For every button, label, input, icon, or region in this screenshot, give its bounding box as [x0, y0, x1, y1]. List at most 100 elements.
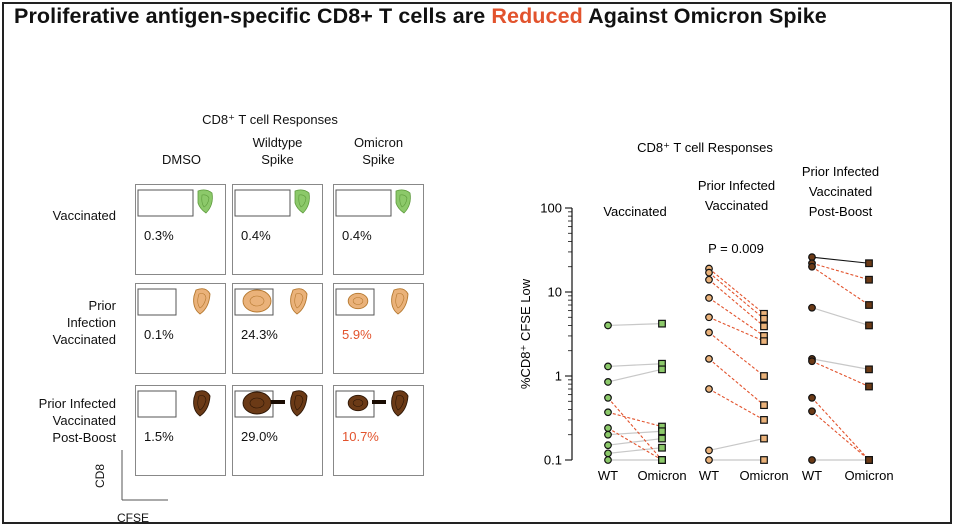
flow-panel: 10.7%: [333, 385, 424, 476]
cfse-low-gate: [335, 288, 375, 316]
pair-connector-line: [607, 430, 663, 436]
y-tick-label: 100: [540, 201, 562, 216]
pair-connector-line: [607, 323, 663, 327]
pair-connector-line: [708, 332, 765, 377]
cell-population-contour: [298, 194, 307, 208]
wt-point: [808, 456, 816, 464]
flow-percent-label: 10.7%: [342, 429, 379, 444]
wt-point: [705, 456, 713, 464]
pair-connector-line: [607, 363, 663, 368]
y-axis-label: %CD8⁺ CFSE Low: [518, 278, 533, 389]
omicron-point: [865, 321, 873, 330]
omicron-point: [760, 416, 768, 424]
pair-connector-line: [607, 397, 663, 461]
pair-connector-line: [607, 437, 663, 446]
p-value-annotation: P = 0.009: [708, 241, 764, 256]
chart-title: CD8⁺ T cell Responses: [637, 140, 773, 155]
wt-point: [604, 321, 612, 330]
flow-panel: 0.1%: [135, 283, 226, 374]
flow-panel: 29.0%: [232, 385, 323, 476]
proliferated-population-blob: [347, 394, 369, 412]
wt-point: [705, 275, 713, 284]
col-header-line: Omicron: [353, 135, 404, 150]
title-highlight: Reduced: [491, 4, 583, 28]
wt-point: [705, 328, 713, 337]
group-header: Vaccinated: [705, 198, 768, 213]
flow-panel-plot: [335, 390, 409, 418]
pair-connector-line: [811, 266, 870, 306]
y-tick-label: 10: [548, 285, 562, 300]
cell-population-contour: [395, 293, 405, 309]
cell-population-contour: [294, 293, 304, 309]
pair-connector-line: [811, 307, 870, 326]
pair-connector-line: [708, 297, 765, 337]
cell-population-blob: [193, 288, 211, 315]
row-label-line: Post-Boost: [52, 430, 116, 445]
pair-connector-line: [708, 268, 765, 315]
pair-connector-line: [708, 358, 765, 406]
x-tick-label: WT: [598, 468, 618, 483]
y-tick-label: 0.1: [544, 453, 562, 468]
flow-panel: 0.3%: [135, 184, 226, 275]
cell-population-contour: [197, 395, 207, 411]
flow-percent-label: 0.4%: [342, 228, 372, 243]
omicron-point: [760, 372, 768, 380]
cell-population-contour: [294, 395, 304, 411]
group-header: Prior Infected: [698, 178, 775, 193]
pair-connector-line: [607, 411, 663, 428]
wt-point: [604, 449, 612, 458]
wt-point: [604, 441, 612, 450]
wt-point: [604, 393, 612, 402]
population-bridge: [372, 400, 386, 404]
row-label-prior-infection: Prior Infection Vaccinated: [20, 297, 116, 348]
omicron-point: [865, 301, 873, 309]
pair-connector-line: [811, 360, 870, 387]
group-header: Prior Infected: [802, 164, 879, 179]
row-label-line: Infection: [66, 315, 116, 330]
cell-population-contour: [395, 395, 405, 411]
y-tick-label: 1: [555, 369, 562, 384]
flow-col-header-dmso: DMSO: [136, 151, 227, 168]
flow-panel: 5.9%: [333, 283, 424, 374]
x-tick-label: Omicron: [637, 468, 686, 483]
proliferated-population-contour: [352, 399, 364, 407]
flow-col-header-omicron: Omicron Spike: [333, 134, 424, 168]
flow-panel-plot: [137, 390, 211, 418]
cell-population-contour: [399, 194, 408, 208]
row-label-line: Vaccinated: [52, 413, 116, 428]
cell-population-blob: [290, 390, 308, 417]
omicron-point: [760, 401, 768, 410]
flow-panel: 0.4%: [232, 184, 323, 275]
flow-percent-label: 0.1%: [144, 327, 174, 342]
cell-population-blob: [294, 189, 310, 214]
flow-axis-x-label: CFSE: [117, 511, 150, 525]
pair-connector-line: [811, 262, 870, 281]
proliferated-population-contour: [352, 297, 364, 305]
pair-connector-line: [811, 256, 870, 264]
flow-panel-plot: [335, 189, 411, 217]
flow-percent-label: 29.0%: [241, 429, 278, 444]
wt-point: [604, 362, 612, 371]
omicron-point: [760, 456, 768, 464]
proliferated-population-blob: [347, 292, 369, 310]
row-label-post-boost: Prior Infected Vaccinated Post-Boost: [20, 395, 116, 446]
row-label-line: Prior: [88, 298, 116, 313]
pair-connector-line: [708, 279, 765, 327]
x-tick-label: Omicron: [739, 468, 788, 483]
flow-percent-label: 5.9%: [342, 327, 372, 342]
wt-point: [808, 357, 816, 366]
flow-axis-indicator: [121, 450, 168, 501]
wt-point: [705, 385, 713, 393]
title-part-2: Against Omicron Spike: [582, 4, 827, 28]
x-tick-label: Omicron: [844, 468, 893, 483]
pair-connector-line: [811, 358, 870, 370]
omicron-point: [658, 365, 666, 374]
x-tick-label: WT: [699, 468, 719, 483]
omicron-point: [865, 456, 873, 464]
cfse-low-gate: [137, 288, 177, 316]
omicron-point: [760, 434, 768, 443]
omicron-point: [658, 427, 666, 436]
wt-point: [808, 407, 816, 416]
cell-population-blob: [290, 288, 308, 315]
omicron-point: [865, 259, 873, 268]
